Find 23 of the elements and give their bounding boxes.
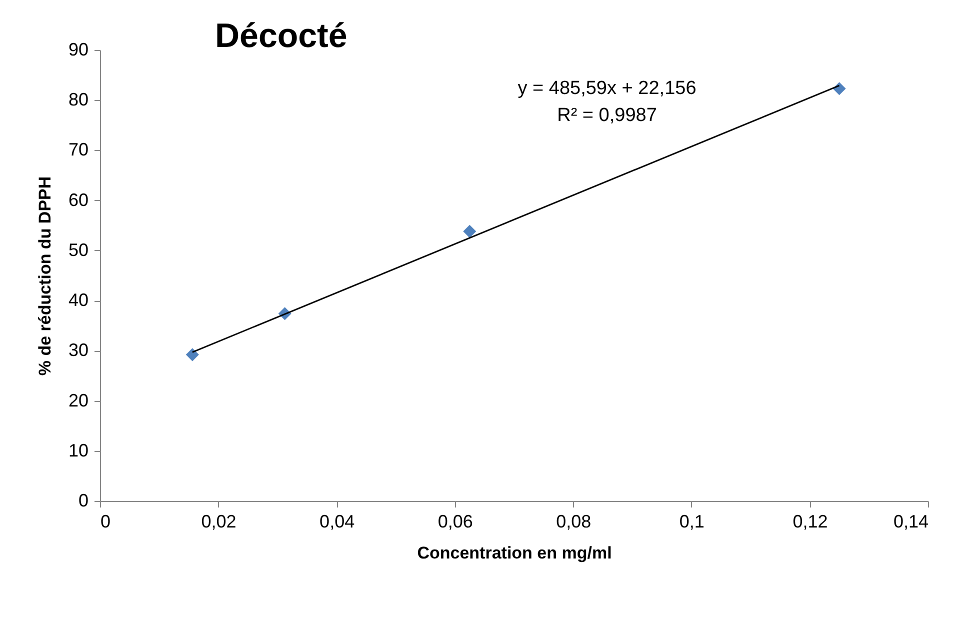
- y-tick-label: 30: [68, 340, 88, 360]
- x-tick-label: 0,1: [679, 512, 704, 532]
- chart-title: Décocté: [215, 17, 348, 55]
- x-tick-label: 0,08: [556, 512, 592, 532]
- x-axis-title: Concentration en mg/ml: [417, 544, 612, 562]
- x-tick-label: 0,04: [320, 512, 355, 532]
- x-tick-label: 0,02: [201, 512, 236, 532]
- annotation: R² = 0,9987: [557, 105, 657, 126]
- y-tick-label: 80: [68, 90, 88, 110]
- x-tick-label: 0,14: [893, 512, 928, 532]
- y-tick-label: 0: [78, 490, 88, 510]
- y-tick-label: 10: [68, 440, 88, 460]
- y-tick-label: 20: [68, 390, 88, 410]
- x-tick-label: 0,06: [438, 512, 473, 532]
- x-tick-label: 0: [100, 512, 111, 532]
- y-tick-label: 70: [68, 140, 88, 160]
- y-tick-label: 40: [68, 290, 88, 310]
- y-tick-label: 60: [68, 190, 88, 210]
- y-axis-title: % de réduction du DPPH: [35, 176, 54, 376]
- annotation: y = 485,59x + 22,156: [518, 78, 696, 99]
- x-tick-label: 0,12: [792, 512, 828, 532]
- y-tick-label: 50: [68, 240, 88, 260]
- y-tick-label: 90: [68, 40, 88, 60]
